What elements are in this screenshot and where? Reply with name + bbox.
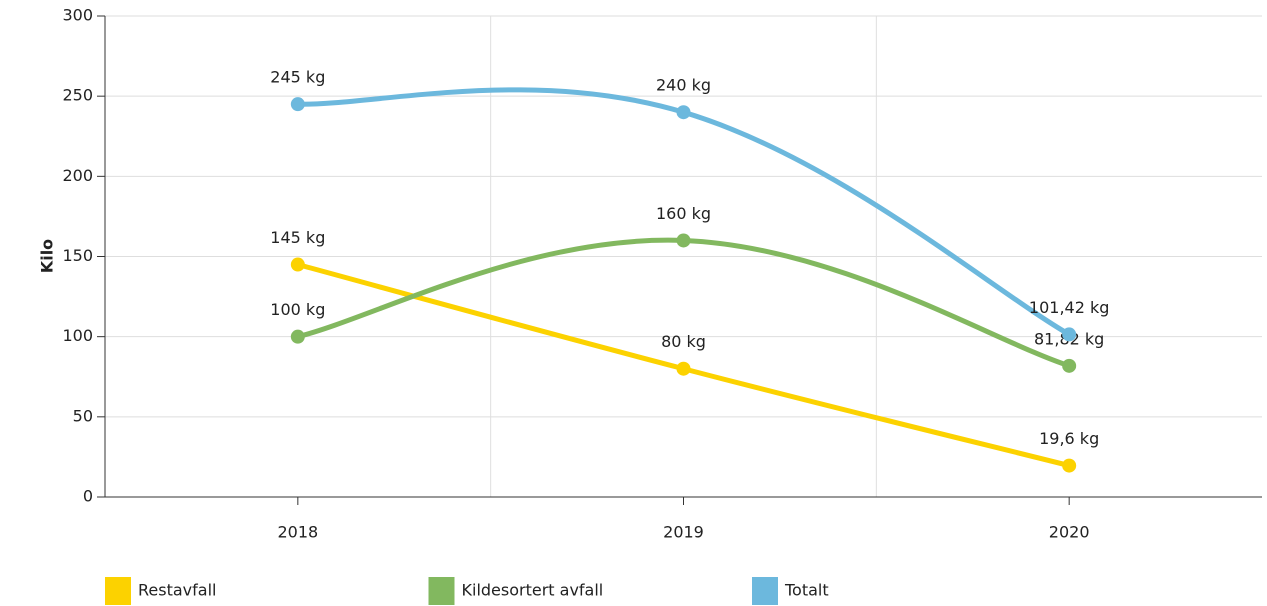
y-tick-label: 300 bbox=[62, 6, 93, 25]
y-axis-label: Kilo bbox=[38, 239, 57, 273]
legend-label: Totalt bbox=[784, 581, 829, 600]
y-tick-label: 200 bbox=[62, 166, 93, 185]
data-label: 160 kg bbox=[656, 204, 711, 223]
y-tick-label: 150 bbox=[62, 246, 93, 265]
y-tick-label: 100 bbox=[62, 326, 93, 345]
data-point bbox=[1062, 358, 1077, 373]
data-label: 145 kg bbox=[270, 228, 325, 247]
data-point bbox=[290, 97, 305, 112]
y-tick-label: 0 bbox=[83, 487, 93, 506]
x-tick-label: 2019 bbox=[663, 523, 704, 542]
data-point bbox=[676, 361, 691, 376]
data-label: 101,42 kg bbox=[1029, 298, 1110, 317]
data-point bbox=[676, 233, 691, 248]
data-point bbox=[1062, 327, 1077, 342]
y-tick-label: 50 bbox=[73, 406, 93, 425]
legend-swatch bbox=[428, 577, 455, 605]
data-point bbox=[1062, 458, 1077, 473]
legend-label: Kildesortert avfall bbox=[462, 581, 604, 600]
data-label: 19,6 kg bbox=[1039, 429, 1099, 448]
y-tick-label: 250 bbox=[62, 86, 93, 105]
data-point bbox=[676, 105, 691, 120]
data-label: 240 kg bbox=[656, 76, 711, 95]
data-label: 100 kg bbox=[270, 300, 325, 319]
legend-swatch bbox=[752, 577, 778, 605]
x-tick-label: 2018 bbox=[277, 523, 318, 542]
data-label: 245 kg bbox=[270, 68, 325, 87]
data-point bbox=[290, 329, 305, 344]
data-label: 80 kg bbox=[661, 332, 706, 351]
data-point bbox=[290, 257, 305, 272]
legend-label: Restavfall bbox=[138, 581, 216, 600]
x-tick-label: 2020 bbox=[1049, 523, 1090, 542]
legend-swatch bbox=[105, 577, 131, 605]
